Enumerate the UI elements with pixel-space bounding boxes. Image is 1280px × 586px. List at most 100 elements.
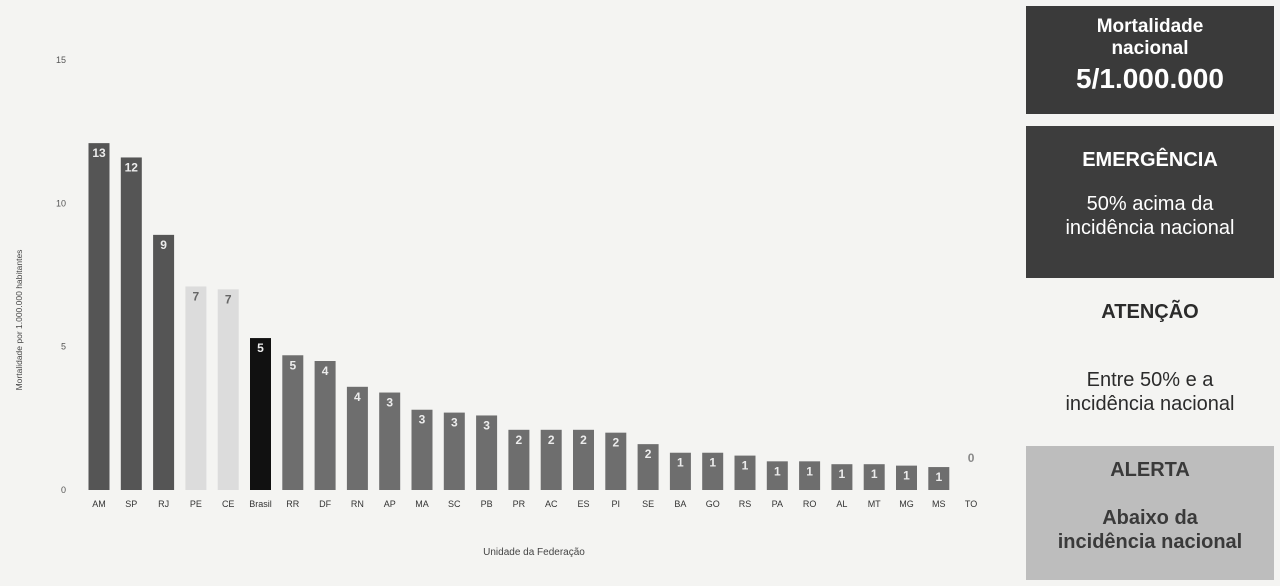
x-tick-label: ES [577,499,589,509]
data-label: 3 [386,396,393,410]
emergency-description-line-1: 50% acima da [1086,193,1214,215]
x-tick-label: DF [319,499,331,509]
alert-description-line-1: Abaixo da [1102,507,1198,529]
bar-df [314,361,336,490]
bar-ro [799,461,821,490]
x-tick-label: PA [772,499,783,509]
bar-brasil [250,338,271,490]
x-tick-label: SP [125,499,137,509]
x-axis-label: Unidade da Federação [483,547,585,558]
x-tick-label: AL [836,499,847,509]
data-label: 7 [193,289,200,303]
data-label: 13 [92,146,106,160]
x-tick-label: RS [739,499,752,509]
bar-ce [217,289,239,490]
x-tick-label: RN [351,499,364,509]
x-tick-label: MG [899,499,914,509]
x-tick-label: RR [286,499,299,509]
x-tick-label: RJ [158,499,169,509]
bar-chart: 0 5 10 15 Mortalidade por 1.000.000 habitant… [14,55,977,558]
data-label: 3 [451,416,458,430]
emergency-title: EMERGÊNCIA [1082,149,1218,171]
data-label: 7 [225,292,232,306]
bar-sp [120,157,142,490]
y-tick-label: 10 [56,198,66,208]
bar-rn [346,386,368,490]
x-tick-label: RO [803,499,817,509]
data-label: 1 [709,456,716,470]
bar-ms [928,467,950,490]
data-label: 0 [968,451,975,465]
data-label: 1 [871,467,878,481]
national-mortality-box: Mortalidade nacional 5/1.000.000 [1026,6,1274,114]
emergency-box: EMERGÊNCIA 50% acima da incidência nacio… [1026,126,1274,278]
x-tick-label: GO [706,499,720,509]
bar-se [637,444,659,490]
data-label: 1 [806,464,813,478]
x-tick-label: PB [481,499,493,509]
attention-description-line-1: Entre 50% e a [1086,369,1214,391]
data-label: 1 [839,467,846,481]
data-label: 1 [742,459,749,473]
data-label: 1 [935,470,942,484]
bar-ma [411,409,433,490]
data-label: 4 [322,364,329,378]
x-tick-label: PR [513,499,526,509]
data-label: 2 [548,433,555,447]
x-tick-label: MS [932,499,946,509]
x-tick-label: MA [415,499,429,509]
x-tick-label: AP [384,499,396,509]
x-tick-label: PI [612,499,621,509]
national-mortality-label-2: nacional [1111,38,1189,59]
alert-description: Abaixo da incidência nacional [1026,506,1274,554]
x-tick-label: SC [448,499,461,509]
data-label: 2 [612,436,619,450]
emergency-description-line-2: incidência nacional [1065,217,1235,239]
data-label: 3 [419,413,426,427]
bar-rs [734,455,756,490]
attention-description-line-2: incidência nacional [1065,393,1235,415]
x-tick-label: BA [674,499,686,509]
x-tick-label: AC [545,499,558,509]
y-tick-label: 0 [61,485,66,495]
data-label: 1 [903,469,910,483]
bar-mt [863,464,885,490]
bar-pi [605,432,627,490]
attention-box: ATENÇÃO Entre 50% e a incidência naciona… [1026,290,1274,440]
national-mortality-label-1: Mortalidade [1096,16,1204,37]
data-label: 3 [483,418,490,432]
alert-title: ALERTA [1110,459,1190,481]
bar-ac [540,429,562,490]
data-label: 12 [125,160,139,174]
data-label: 4 [354,390,361,404]
bar-pa [766,461,788,490]
bar-rj [153,234,175,490]
data-label: 2 [645,447,652,461]
alert-description-line-2: incidência nacional [1057,531,1243,553]
data-label: 9 [160,238,167,252]
bar-pb [476,415,498,490]
x-tick-label: CE [222,499,235,509]
y-axis-label: Mortalidade por 1.000.000 habitantes [14,250,24,391]
attention-description: Entre 50% e a incidência nacional [1026,368,1274,416]
x-tick-label: TO [965,499,977,509]
data-label: 1 [774,464,781,478]
national-mortality-value: 5/1.000.000 [1076,63,1224,94]
bar-mg [896,465,917,490]
y-tick-label: 15 [56,55,66,65]
x-tick-label: MT [868,499,881,509]
x-tick-label: Brasil [249,499,272,509]
data-label: 5 [257,341,264,355]
data-label: 5 [289,358,296,372]
bar-ap [379,392,401,490]
y-tick-label: 5 [61,342,66,352]
emergency-description: 50% acima da incidência nacional [1026,192,1274,240]
data-label: 2 [580,433,587,447]
x-tick-label: PE [190,499,202,509]
bar-sc [443,412,465,490]
bar-es [573,429,594,490]
x-tick-label: SE [642,499,654,509]
data-label: 1 [677,456,684,470]
bar-pr [508,429,530,490]
